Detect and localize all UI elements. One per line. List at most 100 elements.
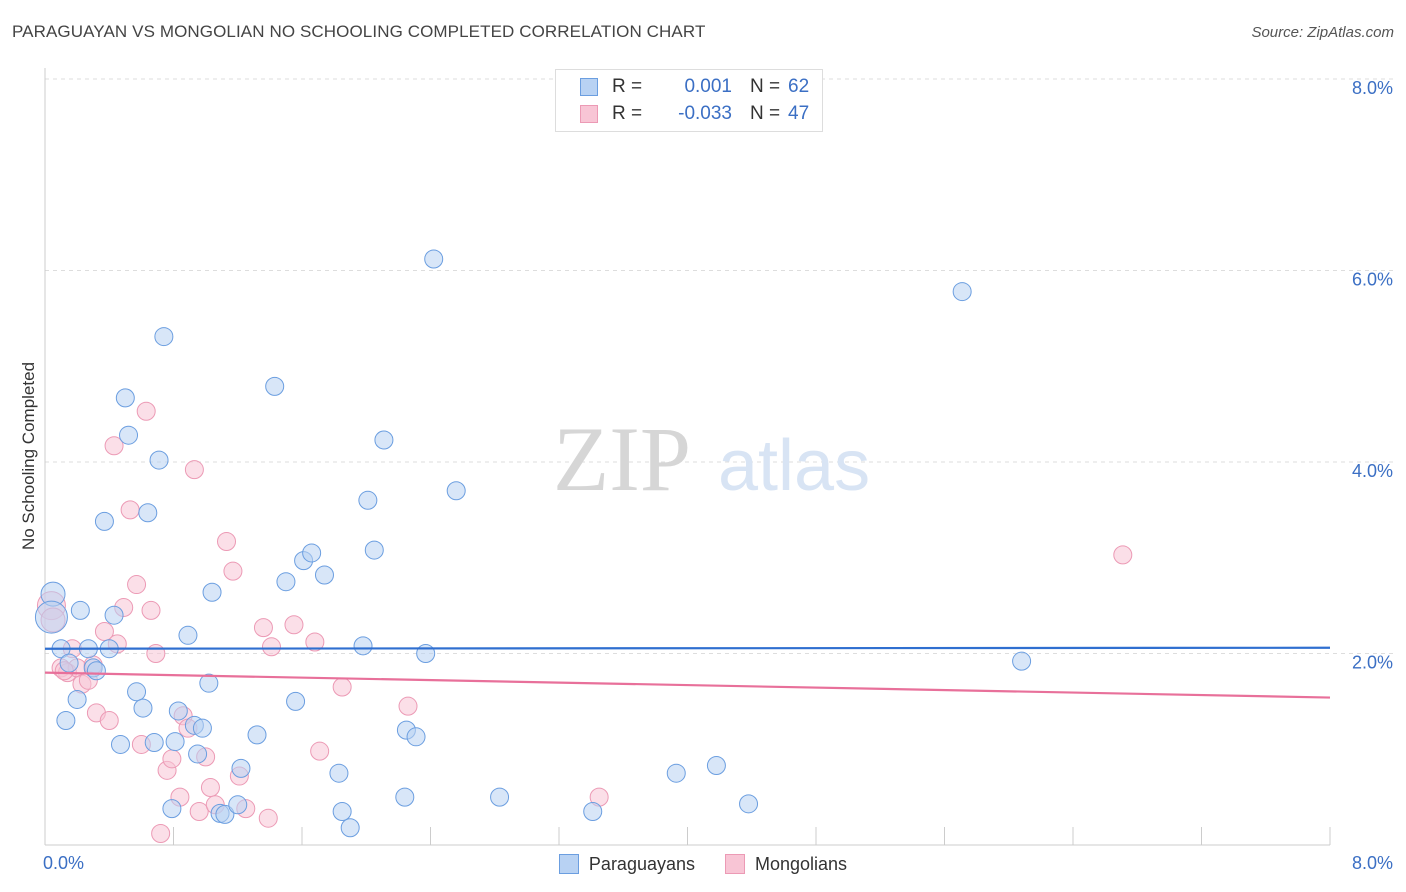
paraguayan-point <box>138 503 158 523</box>
paraguayan-point <box>162 799 182 819</box>
mongolian-point <box>189 801 209 821</box>
n-value: 47 <box>788 103 810 124</box>
paraguayan-point <box>247 725 267 745</box>
n-label: N = <box>750 76 781 97</box>
paraguayan-point <box>104 605 124 625</box>
paraguayan-point <box>353 636 373 656</box>
y-tick-labels: 2.0% 4.0% 6.0% 8.0% <box>1352 78 1393 673</box>
source-label: Source: ZipAtlas.com <box>1251 24 1394 41</box>
legend-item-paraguayans: Paraguayans <box>558 852 695 876</box>
paraguayan-point <box>1012 651 1032 671</box>
paraguayan-point <box>228 795 248 815</box>
mongolian-point <box>104 436 124 456</box>
mongolian-point <box>94 621 114 641</box>
paraguayan-point <box>149 450 169 470</box>
watermark-zip: ZIP <box>553 408 691 510</box>
mongolian-point <box>253 618 273 638</box>
paraguayan-point <box>119 425 139 445</box>
mongolian-point <box>261 637 281 657</box>
paraguayan-point <box>416 644 436 663</box>
paraguayan-point <box>329 763 349 783</box>
x-tick-label: 8.0% <box>1352 853 1393 873</box>
watermark: ZIP atlas <box>553 408 870 510</box>
legend-item-mongolians: Mongolians <box>725 852 847 876</box>
paraguayan-point <box>199 673 219 693</box>
mongolian-point <box>200 778 220 798</box>
grid-lines <box>45 78 1394 654</box>
legend-row-mongolians: R = -0.033 N = 47 <box>580 101 809 127</box>
mongolians-legend-label: Mongolians <box>755 853 848 874</box>
paraguayans-swatch <box>580 78 598 96</box>
paraguayan-point <box>154 327 174 347</box>
r-value: -0.033 <box>678 103 732 124</box>
mongolian-point <box>305 632 325 652</box>
mongolian-point <box>141 600 161 620</box>
paraguayan-point <box>406 727 426 747</box>
mongolian-point <box>151 824 171 844</box>
paraguayan-point <box>332 801 352 821</box>
legend-row-paraguayans: R = 0.001 N = 62 <box>580 74 809 100</box>
mongolian-point <box>99 711 119 731</box>
r-label: R = <box>612 103 643 124</box>
n-value: 62 <box>788 76 810 97</box>
paraguayan-point <box>739 794 759 814</box>
mongolian-point <box>310 741 330 761</box>
paraguayan-point <box>115 388 135 408</box>
paraguayan-point <box>202 582 222 602</box>
paraguayan-point <box>215 804 235 824</box>
bottom-legend: Paraguayans Mongolians <box>0 852 1406 876</box>
paraguayan-point <box>165 732 185 752</box>
paraguayan-point <box>231 758 251 778</box>
paraguayan-point <box>424 249 444 269</box>
paraguayan-point <box>302 543 322 563</box>
mongolians-legend-swatch <box>725 854 745 874</box>
mongolian-point <box>398 696 418 716</box>
paraguayan-point <box>446 481 466 501</box>
y-tick-label: 6.0% <box>1352 270 1393 290</box>
r-value: 0.001 <box>684 76 732 97</box>
paraguayan-point <box>59 653 79 673</box>
paraguayan-point <box>395 787 415 807</box>
mongolian-point <box>127 575 147 595</box>
paraguayan-point <box>952 282 972 302</box>
paraguayan-point <box>168 701 188 721</box>
paraguayan-point <box>56 711 76 731</box>
paraguayan-point <box>86 661 106 681</box>
mongolian-point <box>1113 545 1133 565</box>
mongolian-point <box>146 644 166 663</box>
paraguayan-point <box>265 376 285 396</box>
mongolian-point <box>258 808 278 828</box>
paraguayan-point <box>178 625 198 645</box>
paraguayan-point <box>192 718 212 738</box>
paraguayan-point <box>490 787 510 807</box>
paraguayan-point <box>110 734 130 754</box>
paraguayan-point <box>276 572 296 592</box>
y-tick-label: 4.0% <box>1352 461 1393 481</box>
mongolian-point <box>184 460 204 480</box>
y-tick-label: 8.0% <box>1352 78 1393 98</box>
y-axis-label: No Schooling Completed <box>19 362 38 550</box>
paraguayans-legend-swatch <box>558 854 579 874</box>
paraguayans-legend-label: Paraguayans <box>588 853 695 874</box>
paraguayan-point <box>286 691 306 711</box>
mongolian-point <box>217 531 237 551</box>
paraguayans-trend-line <box>44 646 1331 650</box>
r-label: R = <box>612 76 643 97</box>
paraguayan-point <box>94 511 114 531</box>
paraguayan-point <box>583 801 603 821</box>
paraguayan-point <box>67 689 87 709</box>
chart-title: PARAGUAYAN VS MONGOLIAN NO SCHOOLING COM… <box>12 22 706 41</box>
x-tick-labels: 0.0% 8.0% <box>43 853 1393 873</box>
mongolian-point <box>223 561 243 581</box>
stats-legend: R = 0.001 N = 62 R = -0.033 N = 47 <box>555 69 823 132</box>
paraguayan-point <box>314 565 334 585</box>
mongolian-point <box>162 749 182 769</box>
y-tick-label: 2.0% <box>1352 653 1393 673</box>
paraguayans-points <box>34 249 1032 838</box>
paraguayan-point <box>34 600 68 634</box>
paraguayan-point <box>340 818 360 838</box>
axes <box>44 68 1331 846</box>
paraguayan-point <box>666 763 686 783</box>
trend-lines <box>44 646 1331 699</box>
